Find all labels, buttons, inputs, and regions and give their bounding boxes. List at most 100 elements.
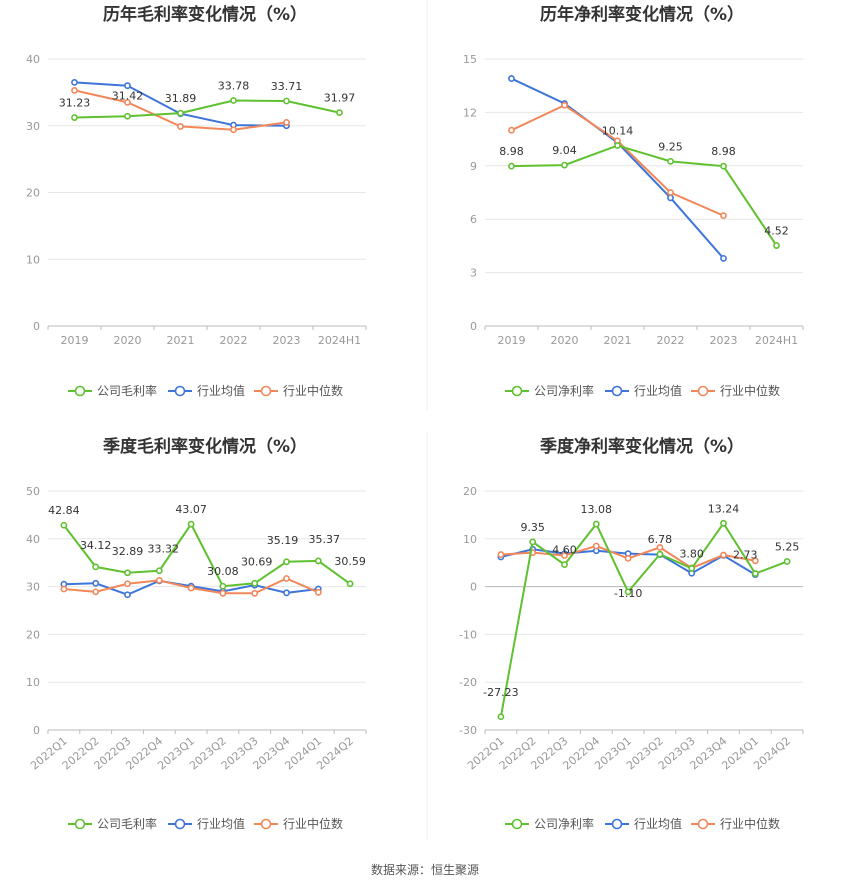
data-point-company: [529, 538, 537, 546]
legend-label: 公司净利率: [534, 383, 594, 398]
x-tick-label: 2019: [498, 334, 526, 347]
data-point-company: [667, 157, 674, 165]
data-label: 43.07: [175, 503, 207, 516]
data-point-company: [624, 588, 632, 596]
y-tick-label: 3: [470, 267, 477, 280]
data-point-company: [561, 561, 568, 569]
data-point-company: [561, 161, 568, 169]
data-point-median: [283, 119, 290, 126]
data-point-company: [92, 563, 100, 571]
legend-label: 行业中位数: [720, 383, 780, 398]
data-label: 4.52: [764, 225, 789, 238]
data-label: 2.73: [733, 549, 758, 562]
data-point-median: [667, 189, 674, 196]
data-point-median: [720, 551, 727, 559]
y-tick-label: 0: [470, 320, 477, 333]
legend-swatch-marker: [74, 818, 86, 830]
data-point-median: [656, 544, 664, 551]
legend-swatch-marker: [697, 385, 709, 397]
data-label: 9.25: [658, 140, 683, 153]
legend-label: 行业中位数: [720, 816, 780, 831]
legend-item-median: 行业中位数: [691, 383, 780, 398]
chart-annual-gross-margin: 历年毛利率变化情况（%） 0 10 20 30 40 2019 2020 2021 2022 20…: [26, 4, 367, 398]
data-point-median: [219, 589, 227, 597]
data-point-avg: [667, 194, 674, 202]
y-tick-label: 10: [463, 533, 477, 546]
data-point-company: [283, 558, 290, 566]
legend-item-avg: 行业均值: [605, 383, 682, 398]
series-line-company: [499, 521, 788, 717]
y-tick-label: 30: [26, 120, 40, 133]
data-point-median: [283, 575, 290, 582]
x-tick-label: 2020: [114, 334, 142, 347]
y-tick-label: 20: [26, 187, 40, 200]
data-point-company: [71, 114, 78, 121]
data-point-median: [751, 557, 759, 565]
data-label: 8.98: [499, 145, 524, 158]
data-point-company: [124, 569, 131, 577]
data-point-median: [155, 576, 163, 584]
data-label: 3.80: [679, 547, 704, 560]
legend-label: 行业均值: [197, 816, 245, 831]
data-label: 42.84: [48, 504, 80, 517]
legend-label: 行业均值: [634, 816, 682, 831]
data-label: -1.10: [614, 587, 642, 600]
data-point-avg: [71, 78, 78, 86]
legend-label: 公司毛利率: [97, 816, 157, 831]
legend-label: 公司净利率: [534, 816, 594, 831]
legend-label: 公司毛利率: [97, 383, 157, 398]
data-point-avg: [283, 589, 290, 597]
data-label: 10.14: [602, 125, 634, 138]
data-point-median: [230, 126, 237, 134]
data-point-company: [177, 109, 184, 117]
x-tick-label: 2021: [167, 334, 195, 347]
legend-item-company: 公司毛利率: [68, 816, 157, 831]
legend-swatch-marker: [174, 818, 186, 830]
y-tick-label: 20: [26, 628, 40, 641]
legend-label: 行业均值: [197, 383, 245, 398]
y-tick-label: 12: [463, 106, 477, 119]
data-label: 31.89: [165, 92, 197, 105]
data-source-note: 数据来源：恒生聚源: [370, 863, 479, 877]
data-point-company: [187, 520, 195, 528]
data-label: 8.98: [711, 145, 736, 158]
series-line-median: [511, 104, 724, 217]
legend-item-company: 公司净利率: [505, 383, 594, 398]
data-point-company: [336, 109, 343, 117]
data-point-median: [177, 123, 184, 130]
chart-quarterly-net-margin: 季度净利率变化情况（%） -30-20-10010202022Q12022Q22…: [459, 436, 804, 831]
chart-annual-net-margin: 历年净利率变化情况（%） 0 3 6 9 12 15 2019 2020 2021 2022 202…: [463, 4, 804, 398]
data-point-company: [346, 580, 354, 588]
data-point-median: [314, 588, 322, 596]
y-tick-label: 15: [463, 53, 477, 66]
data-point-median: [561, 552, 568, 559]
data-point-avg: [508, 75, 515, 82]
x-tick-label: 2023: [273, 334, 301, 347]
data-point-company: [251, 579, 259, 587]
data-label: 30.59: [334, 555, 366, 568]
y-tick-label: 10: [26, 676, 40, 689]
data-point-company: [230, 97, 237, 104]
data-point-company: [497, 713, 505, 721]
data-point-median: [497, 551, 505, 558]
chart-quarterly-gross-margin: 季度毛利率变化情况（%） 010203040502022Q12022Q22022…: [26, 436, 367, 831]
data-point-avg: [720, 254, 727, 262]
data-point-company: [720, 519, 727, 527]
data-point-company: [783, 558, 791, 565]
series-line-company: [63, 522, 351, 588]
data-point-company: [314, 557, 322, 565]
data-point-company: [283, 97, 290, 105]
data-point-median: [124, 580, 131, 588]
chart-title: 历年毛利率变化情况（%）: [103, 4, 307, 25]
y-tick-label: 0: [33, 724, 40, 737]
data-point-company: [219, 582, 227, 590]
legend-label: 行业中位数: [283, 383, 343, 398]
data-point-median: [561, 101, 568, 109]
y-tick-label: -20: [459, 676, 477, 689]
data-label: 32.89: [112, 545, 144, 558]
data-label: 13.08: [581, 503, 613, 516]
data-label: 33.32: [148, 543, 180, 556]
data-point-company: [124, 112, 131, 120]
data-point-company: [60, 521, 68, 529]
legend-swatch-marker: [697, 818, 709, 830]
